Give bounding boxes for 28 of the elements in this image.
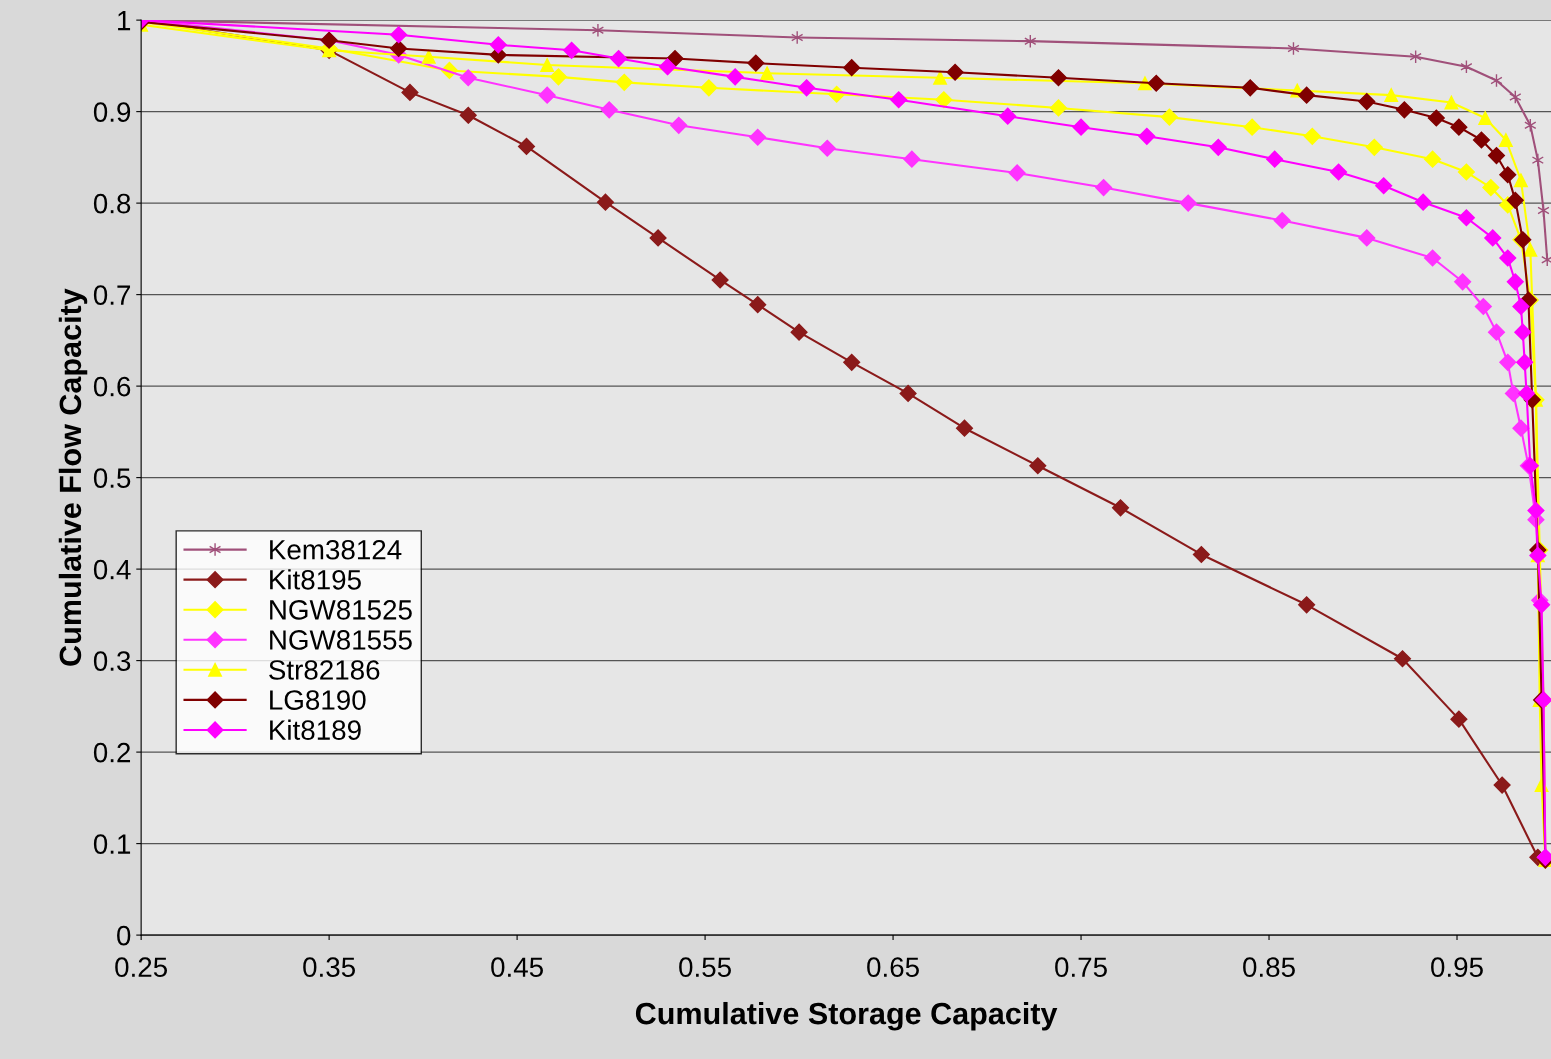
- y-axis-title: Cumulative Flow Capacity: [58, 288, 88, 666]
- x-tick-label: 0.35: [303, 957, 355, 978]
- y-tick-label: 0.3: [93, 651, 131, 671]
- legend-label: LG8190: [270, 690, 366, 710]
- x-tick-label: 0.85: [1243, 957, 1295, 978]
- legend-label: NGW81555: [270, 630, 412, 650]
- x-tick-label: 0.55: [679, 957, 731, 978]
- x-tick-label: 0.75: [1055, 957, 1107, 978]
- legend-label: NGW81525: [270, 600, 412, 620]
- legend-label: Kit8195: [270, 569, 361, 590]
- legend-label: Str82186: [269, 660, 380, 680]
- legend-label: Kit8189: [270, 719, 361, 740]
- y-tick-label: 0.7: [93, 285, 131, 305]
- x-tick-label: 0.65: [867, 957, 919, 978]
- y-tick-label: 0.1: [93, 834, 131, 854]
- x-tick-label: 0.95: [1431, 957, 1483, 978]
- legend-label: Kem38124: [270, 539, 402, 560]
- y-tick-label: 0.9: [93, 102, 131, 122]
- y-tick-label: 0.2: [93, 742, 131, 763]
- x-axis-title: Cumulative Storage Capacity: [635, 1001, 1058, 1031]
- y-tick-label: 1: [118, 11, 131, 31]
- y-tick-label: 0: [117, 925, 131, 946]
- y-tick-label: 0.4: [93, 559, 131, 580]
- x-tick-label: 0.45: [491, 957, 543, 978]
- y-tick-label: 0.6: [93, 376, 131, 397]
- y-tick-label: 0.5: [93, 468, 131, 488]
- x-tick-label: 0.25: [115, 957, 168, 978]
- y-tick-label: 0.8: [93, 193, 131, 214]
